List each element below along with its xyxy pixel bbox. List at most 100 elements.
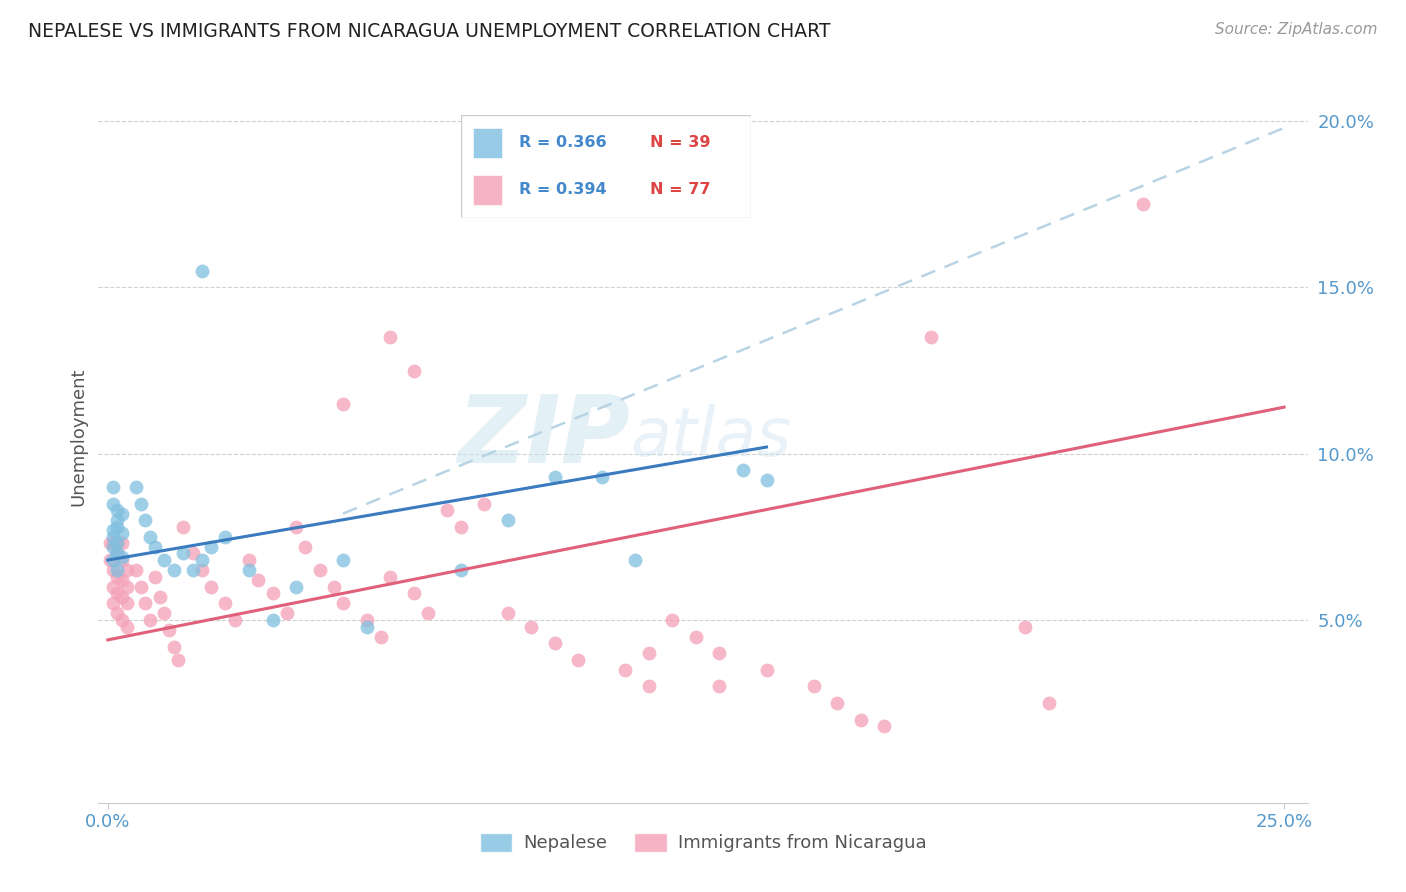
Nepalese xyxy=(101,553,124,567)
Immigrants from Nicaragua xyxy=(638,646,661,660)
Immigrants from Nicaragua xyxy=(149,590,172,604)
Immigrants from Nicaragua xyxy=(191,563,214,577)
Nepalese xyxy=(125,480,148,494)
Nepalese xyxy=(105,546,128,560)
Immigrants from Nicaragua xyxy=(356,613,378,627)
Immigrants from Nicaragua xyxy=(308,563,330,577)
Immigrants from Nicaragua xyxy=(101,580,124,594)
Immigrants from Nicaragua xyxy=(873,719,896,733)
Immigrants from Nicaragua xyxy=(402,586,425,600)
Nepalese xyxy=(623,553,645,567)
Immigrants from Nicaragua xyxy=(709,646,731,660)
Immigrants from Nicaragua xyxy=(436,503,458,517)
Immigrants from Nicaragua xyxy=(661,613,683,627)
Immigrants from Nicaragua xyxy=(378,330,401,344)
Nepalese xyxy=(285,580,308,594)
Immigrants from Nicaragua xyxy=(825,696,848,710)
Immigrants from Nicaragua xyxy=(1014,619,1036,633)
Nepalese xyxy=(101,523,124,537)
Immigrants from Nicaragua xyxy=(143,570,166,584)
Immigrants from Nicaragua xyxy=(101,536,124,550)
Immigrants from Nicaragua xyxy=(1038,696,1060,710)
Nepalese xyxy=(111,526,134,541)
Immigrants from Nicaragua xyxy=(920,330,942,344)
Immigrants from Nicaragua xyxy=(105,586,128,600)
Nepalese xyxy=(191,264,214,278)
Nepalese xyxy=(129,497,152,511)
Immigrants from Nicaragua xyxy=(111,573,134,587)
Immigrants from Nicaragua xyxy=(262,586,284,600)
Immigrants from Nicaragua xyxy=(450,520,472,534)
Immigrants from Nicaragua xyxy=(115,619,138,633)
Immigrants from Nicaragua xyxy=(98,553,121,567)
Immigrants from Nicaragua xyxy=(496,607,519,621)
Nepalese xyxy=(105,520,128,534)
Immigrants from Nicaragua xyxy=(111,613,134,627)
Immigrants from Nicaragua xyxy=(472,497,495,511)
Nepalese xyxy=(172,546,194,560)
Immigrants from Nicaragua xyxy=(157,623,180,637)
Immigrants from Nicaragua xyxy=(520,619,543,633)
Immigrants from Nicaragua xyxy=(111,536,134,550)
Legend: Nepalese, Immigrants from Nicaragua: Nepalese, Immigrants from Nicaragua xyxy=(472,826,934,860)
Immigrants from Nicaragua xyxy=(247,573,270,587)
Immigrants from Nicaragua xyxy=(803,680,825,694)
Immigrants from Nicaragua xyxy=(105,570,128,584)
Immigrants from Nicaragua xyxy=(416,607,439,621)
Nepalese xyxy=(105,513,128,527)
Nepalese xyxy=(262,613,284,627)
Immigrants from Nicaragua xyxy=(115,563,138,577)
Immigrants from Nicaragua xyxy=(98,536,121,550)
Nepalese xyxy=(105,503,128,517)
Immigrants from Nicaragua xyxy=(115,580,138,594)
Nepalese xyxy=(450,563,472,577)
Immigrants from Nicaragua xyxy=(238,553,260,567)
Immigrants from Nicaragua xyxy=(614,663,637,677)
Immigrants from Nicaragua xyxy=(685,630,707,644)
Immigrants from Nicaragua xyxy=(181,546,204,560)
Nepalese xyxy=(214,530,236,544)
Nepalese xyxy=(356,619,378,633)
Immigrants from Nicaragua xyxy=(153,607,176,621)
Immigrants from Nicaragua xyxy=(378,570,401,584)
Immigrants from Nicaragua xyxy=(111,590,134,604)
Immigrants from Nicaragua xyxy=(1132,197,1154,211)
Nepalese xyxy=(200,540,222,554)
Nepalese xyxy=(101,480,124,494)
Nepalese xyxy=(105,563,128,577)
Immigrants from Nicaragua xyxy=(567,653,589,667)
Nepalese xyxy=(143,540,166,554)
Immigrants from Nicaragua xyxy=(709,680,731,694)
Immigrants from Nicaragua xyxy=(167,653,190,667)
Immigrants from Nicaragua xyxy=(370,630,392,644)
Immigrants from Nicaragua xyxy=(105,607,128,621)
Nepalese xyxy=(105,536,128,550)
Nepalese xyxy=(191,553,214,567)
Nepalese xyxy=(238,563,260,577)
Immigrants from Nicaragua xyxy=(332,397,354,411)
Nepalese xyxy=(111,507,134,521)
Nepalese xyxy=(731,463,754,477)
Nepalese xyxy=(134,513,156,527)
Nepalese xyxy=(101,540,124,554)
Text: Source: ZipAtlas.com: Source: ZipAtlas.com xyxy=(1215,22,1378,37)
Y-axis label: Unemployment: Unemployment xyxy=(69,368,87,507)
Nepalese xyxy=(101,497,124,511)
Immigrants from Nicaragua xyxy=(402,363,425,377)
Immigrants from Nicaragua xyxy=(294,540,316,554)
Immigrants from Nicaragua xyxy=(163,640,186,654)
Nepalese xyxy=(332,553,354,567)
Immigrants from Nicaragua xyxy=(224,613,246,627)
Text: NEPALESE VS IMMIGRANTS FROM NICARAGUA UNEMPLOYMENT CORRELATION CHART: NEPALESE VS IMMIGRANTS FROM NICARAGUA UN… xyxy=(28,22,831,41)
Immigrants from Nicaragua xyxy=(200,580,222,594)
Immigrants from Nicaragua xyxy=(172,520,194,534)
Nepalese xyxy=(591,470,613,484)
Immigrants from Nicaragua xyxy=(638,680,661,694)
Nepalese xyxy=(139,530,162,544)
Nepalese xyxy=(111,549,134,564)
Immigrants from Nicaragua xyxy=(139,613,162,627)
Immigrants from Nicaragua xyxy=(214,596,236,610)
Immigrants from Nicaragua xyxy=(105,546,128,560)
Nepalese xyxy=(101,530,124,544)
Nepalese xyxy=(153,553,176,567)
